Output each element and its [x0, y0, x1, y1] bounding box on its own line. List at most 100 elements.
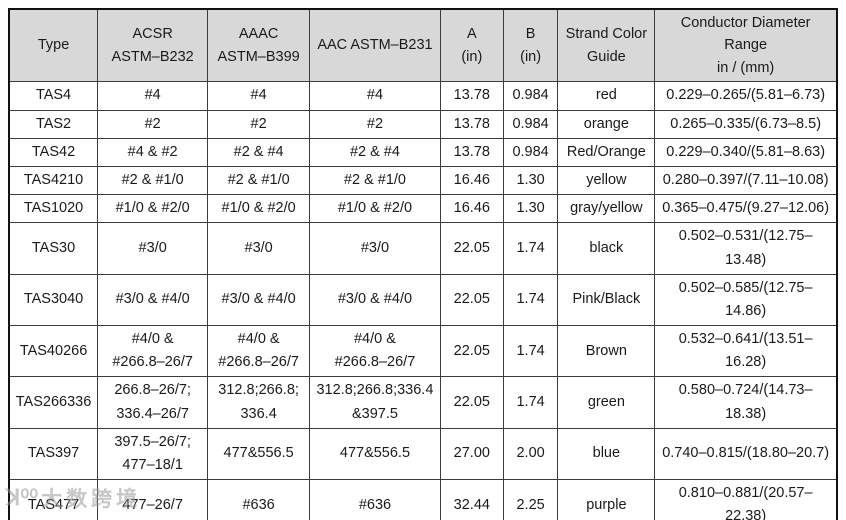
cell-acsr: #3/0 & #4/0 [97, 273, 209, 327]
cell-aac: #2 & #4 [309, 137, 441, 167]
cell-type: TAS40266 [8, 325, 99, 378]
table-row: TAS2 #2 #2 #2 13.78 0.984 orange 0.265–0.335/(6… [8, 109, 838, 139]
cell-acsr: #2 [97, 109, 209, 139]
table-row: TAS1020 #1/0 & #2/0 #1/0 & #2/0 #1/0 & #2/0… [8, 194, 838, 224]
cell-b: 0.984 [502, 81, 559, 111]
cell-acsr: #4/0 & #266.8–26/7 [97, 325, 209, 378]
header-b-in: B (in) [502, 8, 559, 83]
header-a-in: A (in) [439, 8, 504, 83]
cell-acsr: #2 & #1/0 [97, 165, 209, 196]
cell-type: TAS3040 [8, 273, 99, 327]
header-aaac: AAAC ASTM–B399 [207, 8, 311, 83]
cell-color: Red/Orange [557, 137, 656, 167]
cell-acsr: #3/0 [97, 222, 209, 275]
table-row: TAS397 397.5–26/7; 477–18/1 477&556.5 477&5… [8, 427, 838, 481]
table-header: Type ACSR ASTM–B232 AAAC ASTM–B399 AAC A… [8, 8, 838, 83]
cell-b: 1.74 [502, 325, 559, 378]
cell-color: purple [557, 479, 656, 520]
header-diameter-range: Conductor Diameter Range in / (mm) [654, 8, 838, 83]
header-row: Type ACSR ASTM–B232 AAAC ASTM–B399 AAC A… [8, 8, 838, 83]
header-aac: AAC ASTM–B231 [309, 8, 441, 83]
cell-aaac: #4/0 & #266.8–26/7 [207, 325, 311, 378]
cell-aaac: #2 & #1/0 [207, 165, 311, 196]
conductor-spec-table: Type ACSR ASTM–B232 AAAC ASTM–B399 AAC A… [8, 8, 838, 520]
cell-aac: #636 [309, 479, 441, 520]
cell-b: 1.74 [502, 376, 559, 429]
table-row: TAS266336 266.8–26/7; 336.4–26/7 312.8;266… [8, 376, 838, 429]
cell-type: TAS4 [8, 81, 99, 111]
cell-b: 2.00 [502, 427, 559, 481]
cell-a: 13.78 [439, 137, 504, 167]
header-acsr: ACSR ASTM–B232 [97, 8, 209, 83]
cell-color: green [557, 376, 656, 429]
cell-a: 13.78 [439, 109, 504, 139]
cell-aac: #3/0 [309, 222, 441, 275]
cell-b: 1.30 [502, 194, 559, 224]
cell-aaac: #2 [207, 109, 311, 139]
cell-diameter: 0.365–0.475/(9.27–12.06) [654, 194, 838, 224]
cell-diameter: 0.810–0.881/(20.57–22.38) [654, 479, 838, 520]
cell-aac: 312.8;266.8;336.4 &397.5 [309, 376, 441, 429]
cell-type: TAS42 [8, 137, 99, 167]
cell-diameter: 0.740–0.815/(18.80–20.7) [654, 427, 838, 481]
cell-a: 16.46 [439, 194, 504, 224]
cell-aac: #4/0 & #266.8–26/7 [309, 325, 441, 378]
cell-type: TAS4210 [8, 165, 99, 196]
cell-a: 32.44 [439, 479, 504, 520]
cell-acsr: 266.8–26/7; 336.4–26/7 [97, 376, 209, 429]
cell-b: 1.74 [502, 222, 559, 275]
cell-diameter: 0.532–0.641/(13.51–16.28) [654, 325, 838, 378]
cell-aaac: #4 [207, 81, 311, 111]
header-type: Type [8, 8, 99, 83]
cell-diameter: 0.580–0.724/(14.73–18.38) [654, 376, 838, 429]
cell-b: 1.74 [502, 273, 559, 327]
cell-acsr: #4 [97, 81, 209, 111]
header-strand-color: Strand Color Guide [557, 8, 656, 83]
table-row: TAS40266 #4/0 & #266.8–26/7 #4/0 & #266.8–… [8, 325, 838, 378]
cell-a: 22.05 [439, 222, 504, 275]
cell-aaac: #2 & #4 [207, 137, 311, 167]
cell-diameter: 0.229–0.265/(5.81–6.73) [654, 81, 838, 111]
cell-aac: #2 & #1/0 [309, 165, 441, 196]
cell-aaac: #636 [207, 479, 311, 520]
cell-diameter: 0.280–0.397/(7.11–10.08) [654, 165, 838, 196]
table-row: TAS4 #4 #4 #4 13.78 0.984 red 0.229–0.265/(5.81… [8, 81, 838, 111]
table-row: TAS4210 #2 & #1/0 #2 & #1/0 #2 & #1/0 16.46 1… [8, 165, 838, 196]
cell-a: 22.05 [439, 325, 504, 378]
cell-type: TAS1020 [8, 194, 99, 224]
cell-diameter: 0.502–0.531/(12.75–13.48) [654, 222, 838, 275]
cell-color: yellow [557, 165, 656, 196]
cell-color: Pink/Black [557, 273, 656, 327]
cell-acsr: #4 & #2 [97, 137, 209, 167]
cell-aaac: 477&556.5 [207, 427, 311, 481]
cell-color: orange [557, 109, 656, 139]
cell-type: TAS266336 [8, 376, 99, 429]
cell-color: red [557, 81, 656, 111]
cell-color: gray/yellow [557, 194, 656, 224]
cell-color: Brown [557, 325, 656, 378]
cell-aac: #1/0 & #2/0 [309, 194, 441, 224]
cell-color: black [557, 222, 656, 275]
cell-type: TAS397 [8, 427, 99, 481]
table-row: TAS30 #3/0 #3/0 #3/0 22.05 1.74 black 0.502–0.5… [8, 222, 838, 275]
cell-a: 16.46 [439, 165, 504, 196]
cell-diameter: 0.502–0.585/(12.75–14.86) [654, 273, 838, 327]
cell-acsr: 397.5–26/7; 477–18/1 [97, 427, 209, 481]
cell-a: 27.00 [439, 427, 504, 481]
cell-aaac: 312.8;266.8; 336.4 [207, 376, 311, 429]
cell-acsr: #1/0 & #2/0 [97, 194, 209, 224]
cell-a: 22.05 [439, 273, 504, 327]
table-row: TAS42 #4 & #2 #2 & #4 #2 & #4 13.78 0.984 Red/… [8, 137, 838, 167]
cell-aac: #3/0 & #4/0 [309, 273, 441, 327]
cell-aac: 477&556.5 [309, 427, 441, 481]
cell-a: 22.05 [439, 376, 504, 429]
cell-type: TAS2 [8, 109, 99, 139]
cell-b: 0.984 [502, 109, 559, 139]
cell-acsr: 477–26/7 [97, 479, 209, 520]
cell-type: TAS30 [8, 222, 99, 275]
table-row: TAS3040 #3/0 & #4/0 #3/0 & #4/0 #3/0 & #4/0… [8, 273, 838, 327]
cell-diameter: 0.229–0.340/(5.81–8.63) [654, 137, 838, 167]
cell-color: blue [557, 427, 656, 481]
cell-aac: #4 [309, 81, 441, 111]
